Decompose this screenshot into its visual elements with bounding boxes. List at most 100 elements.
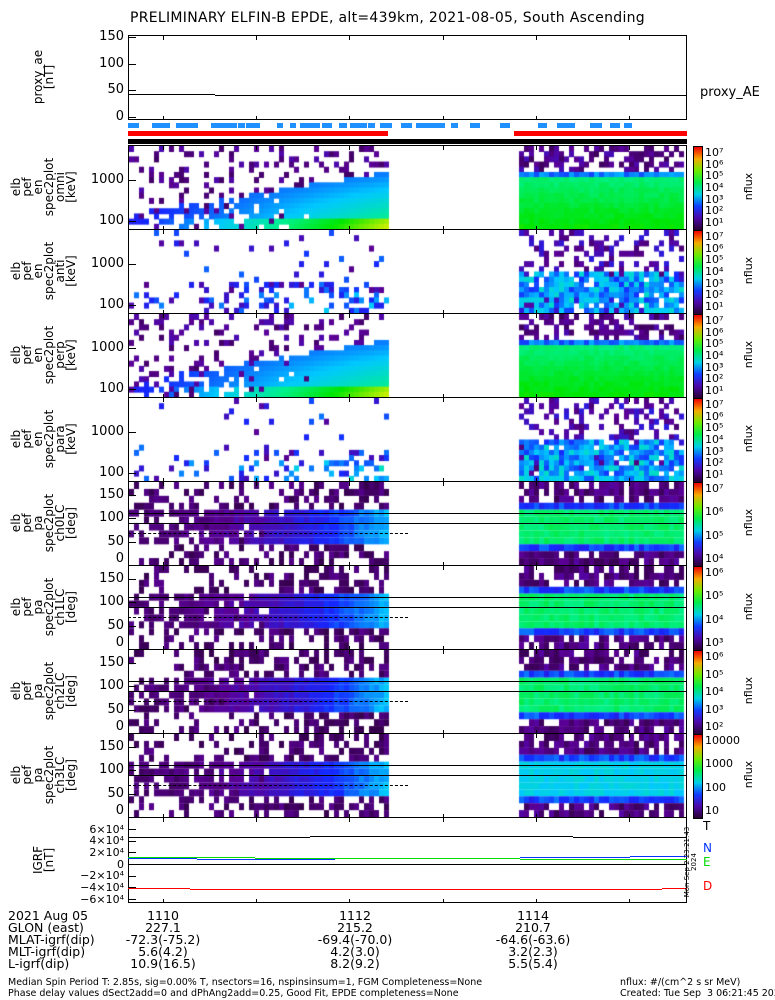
pitch-ytick-mark <box>128 793 136 795</box>
pitch-ytick-mark <box>128 747 136 748</box>
colorbar-tick-label: 10² <box>705 372 724 386</box>
colorbar-tick-label: 10000 <box>705 734 740 747</box>
colorbar-ch2LC <box>693 650 703 735</box>
x-tick <box>349 566 350 570</box>
colorbar-tick-label: 10⁴ <box>705 433 724 446</box>
spectrogram-anti <box>129 230 686 313</box>
energy-ytick: 100 <box>99 464 124 480</box>
igrf-legend-N: N <box>703 841 712 855</box>
loss-cone-line <box>128 775 687 776</box>
loss-cone-line <box>128 512 687 514</box>
x-tick <box>256 814 257 818</box>
x-tick <box>256 818 257 822</box>
pitch-ytick-mark <box>128 518 136 520</box>
energy-ytick: 1000 <box>90 171 124 187</box>
colorbar-tick-label: 10⁵ <box>705 667 724 681</box>
x-tick <box>629 482 630 486</box>
igrf-ytick: −2×10⁴ <box>80 869 124 883</box>
pitch-ytick-mark <box>128 602 136 604</box>
x-tick <box>349 230 350 234</box>
energy-ytick-mark <box>128 304 136 306</box>
plot-title: PRELIMINARY ELFIN-B EPDE, alt=439km, 202… <box>129 10 645 26</box>
ifov-red-bar <box>128 131 388 136</box>
colorbar-tick-label: 10⁷ <box>705 314 724 327</box>
x-tick <box>629 650 630 654</box>
igrf-ytick: 0 <box>117 857 124 871</box>
proxy-ae-ytick: 100 <box>99 55 124 71</box>
orbit-info-labels: 2021 Aug 05 GLON (east) MLAT-igrf(dip) M… <box>8 908 95 971</box>
pitch-ytick: 100 <box>99 762 124 778</box>
colorbar-tick-label: 10⁵ <box>705 253 724 267</box>
colorbar-tick-label: 10¹ <box>705 300 724 313</box>
pitch-ytick: 150 <box>99 571 124 586</box>
igrf-D-line <box>128 887 190 889</box>
x-tick <box>629 226 630 230</box>
x-tick <box>629 646 630 650</box>
energy-ytick-mark <box>128 472 136 474</box>
x-tick <box>163 646 164 650</box>
igrf-legend-D: D <box>703 879 713 893</box>
colorbar-tick-label: 10⁶ <box>705 409 724 423</box>
x-tick <box>163 146 164 150</box>
spectrogram-omni <box>129 146 686 229</box>
pitch-ytick: 150 <box>99 487 124 502</box>
x-tick <box>163 650 164 654</box>
x-tick <box>349 146 350 150</box>
spectrogram-perp <box>129 314 686 397</box>
x-tick <box>536 116 537 120</box>
colorbar-tick-label: 10⁷ <box>705 230 724 243</box>
igrf-ytick: −4×10⁴ <box>80 880 124 894</box>
x-tick <box>536 562 537 566</box>
x-tick <box>629 230 630 234</box>
igrf-ytick-mark <box>128 852 136 854</box>
pitch-ytick: 50 <box>107 785 124 801</box>
igrf-E-line <box>520 858 687 860</box>
science-zone-bar <box>322 123 332 128</box>
x-tick <box>163 310 164 314</box>
spectrogram-panel-para <box>128 397 687 482</box>
x-tick <box>443 818 444 822</box>
colorbar-tick-label: 10⁴ <box>705 685 724 698</box>
igrf-N-line <box>197 858 335 860</box>
spectrogram-ylabel-ch1LC: elb pef pa spec2plot ch1LC [deg] <box>9 577 78 637</box>
science-zone-bar <box>610 123 620 128</box>
colorbar-label: nflux <box>742 760 756 789</box>
igrf-T-line <box>573 836 687 838</box>
x-tick <box>163 36 164 40</box>
colorbar-tick-label: 10⁶ <box>705 505 724 519</box>
x-tick <box>163 226 164 230</box>
x-tick <box>443 734 444 738</box>
igrf-T-line <box>128 836 310 838</box>
colorbar-tick-label: 10⁴ <box>705 349 724 362</box>
colorbar-tick-label: 10⁶ <box>705 325 724 339</box>
energy-ytick-mark <box>128 220 136 222</box>
x-tick <box>536 899 537 903</box>
x-tick <box>443 730 444 734</box>
igrf-T-line <box>310 836 573 838</box>
pitch-ytick-mark <box>128 541 136 543</box>
colorbar-tick-label: 10⁶ <box>705 241 724 255</box>
x-tick <box>163 482 164 486</box>
colorbar-label: nflux <box>742 424 756 453</box>
x-tick <box>349 646 350 650</box>
loss-cone-line <box>128 533 408 535</box>
science-zone-bar <box>183 123 198 128</box>
colorbar-tick-label: 10⁵ <box>705 421 724 435</box>
science-zone-bar <box>500 123 510 128</box>
proxy-ae-ytick-mark <box>128 37 136 38</box>
science-zone-bar <box>350 123 367 128</box>
x-tick <box>163 230 164 234</box>
spectrogram-panel-omni <box>128 145 687 230</box>
loss-cone-line <box>128 596 687 598</box>
colorbar-tick-label: 10² <box>705 288 724 302</box>
x-tick <box>256 650 257 654</box>
x-tick <box>536 310 537 314</box>
pitch-ytick-mark <box>128 579 136 580</box>
science-zone-bar <box>176 123 183 128</box>
x-tick <box>349 36 350 40</box>
proxy-ae-ytick: 0 <box>115 109 124 124</box>
proxy-ae-line <box>215 94 262 96</box>
igrf-D-line <box>662 887 687 889</box>
igrf-N-line <box>520 857 630 858</box>
proxy-ae-ytick-mark <box>128 117 136 118</box>
